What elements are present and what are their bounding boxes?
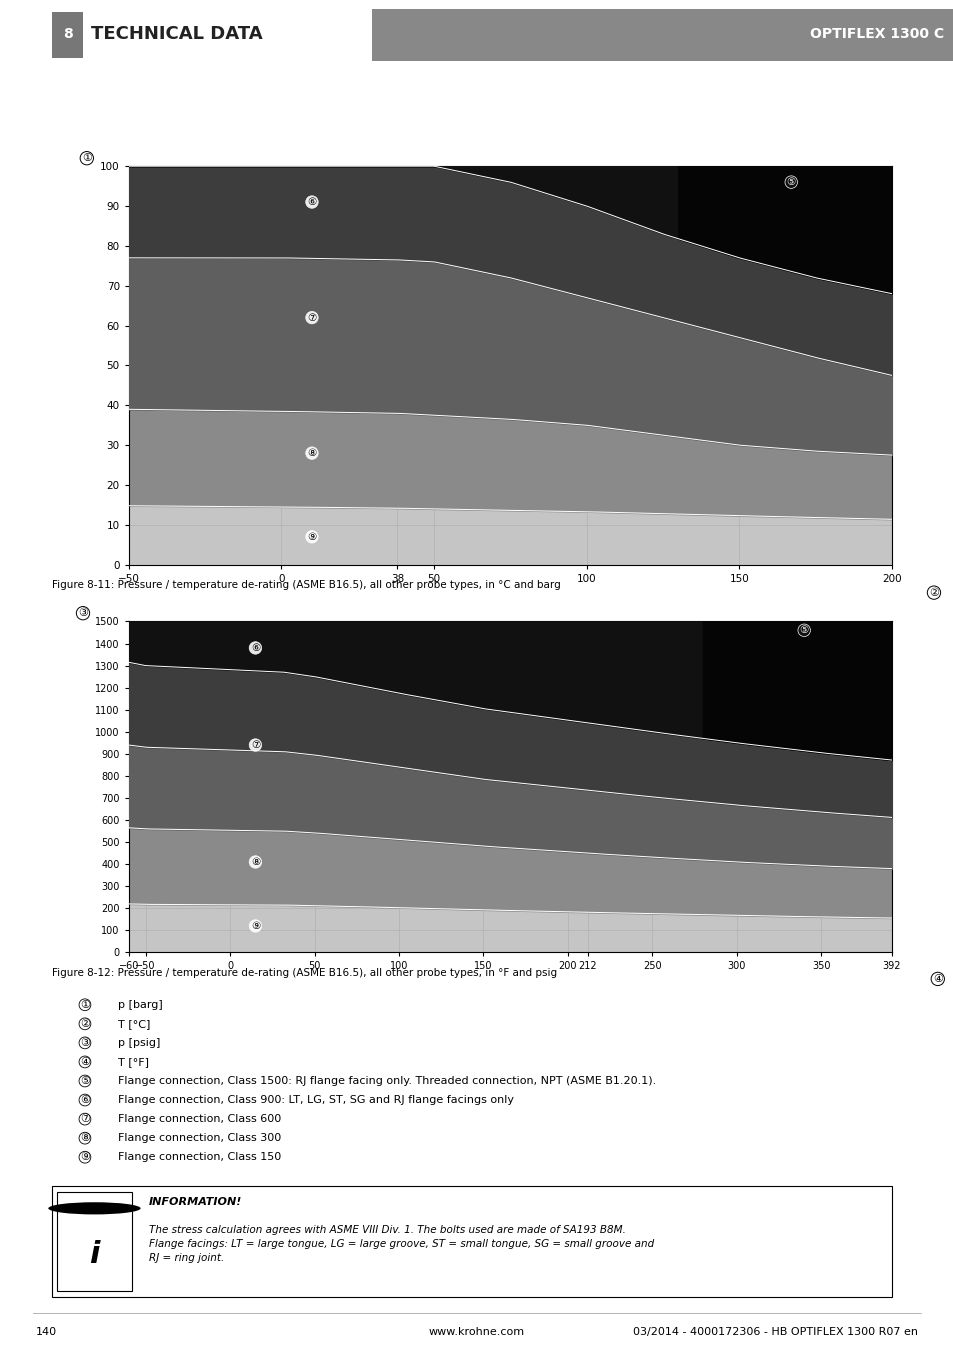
Text: ⑨: ⑨	[80, 1152, 90, 1162]
Text: ⑥: ⑥	[80, 1096, 90, 1105]
Text: ⑥: ⑥	[307, 197, 316, 207]
Text: ④: ④	[932, 974, 942, 984]
Text: ⑥: ⑥	[251, 643, 260, 653]
Text: ④: ④	[80, 1056, 90, 1067]
Text: i: i	[89, 1240, 100, 1270]
Text: ⑨: ⑨	[251, 921, 260, 931]
Text: ⑤: ⑤	[799, 626, 808, 635]
Text: ⑤: ⑤	[80, 1075, 90, 1086]
Text: p [barg]: p [barg]	[117, 1000, 162, 1009]
Text: Flange connection, Class 300: Flange connection, Class 300	[117, 1133, 281, 1143]
Text: ②: ②	[928, 588, 938, 597]
Text: T [°C]: T [°C]	[117, 1019, 150, 1029]
Text: ⑧: ⑧	[80, 1133, 90, 1143]
Text: p [psig]: p [psig]	[117, 1038, 160, 1048]
Text: Figure 8-11: Pressure / temperature de-rating (ASME B16.5), all other probe type: Figure 8-11: Pressure / temperature de-r…	[52, 580, 560, 590]
Text: 140: 140	[36, 1327, 57, 1337]
Text: ①: ①	[80, 1000, 90, 1009]
Bar	[52, 12, 83, 58]
Circle shape	[49, 1202, 140, 1215]
Text: ⑦: ⑦	[80, 1115, 90, 1124]
Text: TECHNICAL DATA: TECHNICAL DATA	[91, 26, 262, 43]
Bar	[372, 9, 953, 61]
Text: ③: ③	[80, 1038, 90, 1048]
Text: OPTIFLEX 1300 C: OPTIFLEX 1300 C	[809, 27, 943, 41]
Text: ⑨: ⑨	[307, 532, 316, 542]
Text: T [°F]: T [°F]	[117, 1056, 149, 1067]
Text: ③: ③	[78, 608, 88, 619]
Bar	[56, 1192, 132, 1292]
Text: ⑤: ⑤	[786, 177, 795, 188]
Text: Figure 8-12: Pressure / temperature de-rating (ASME B16.5), all other probe type: Figure 8-12: Pressure / temperature de-r…	[52, 967, 557, 978]
Text: The stress calculation agrees with ASME VIII Div. 1. The bolts used are made of : The stress calculation agrees with ASME …	[149, 1225, 654, 1263]
Text: Flange connection, Class 150: Flange connection, Class 150	[117, 1152, 281, 1162]
Text: Flange connection, Class 900: LT, LG, ST, SG and RJ flange facings only: Flange connection, Class 900: LT, LG, ST…	[117, 1096, 513, 1105]
Text: 03/2014 - 4000172306 - HB OPTIFLEX 1300 R07 en: 03/2014 - 4000172306 - HB OPTIFLEX 1300 …	[632, 1327, 917, 1337]
Text: ⑧: ⑧	[251, 857, 260, 867]
Text: Flange connection, Class 600: Flange connection, Class 600	[117, 1115, 281, 1124]
Text: 8: 8	[63, 27, 72, 41]
Text: Flange connection, Class 1500: RJ flange facing only. Threaded connection, NPT (: Flange connection, Class 1500: RJ flange…	[117, 1075, 656, 1086]
Text: ②: ②	[80, 1019, 90, 1029]
Text: INFORMATION!: INFORMATION!	[149, 1197, 242, 1208]
Text: www.krohne.com: www.krohne.com	[429, 1327, 524, 1337]
Text: ⑧: ⑧	[307, 449, 316, 458]
Text: ⑦: ⑦	[251, 740, 260, 750]
Text: ①: ①	[82, 153, 91, 163]
Text: ⑦: ⑦	[307, 312, 316, 323]
